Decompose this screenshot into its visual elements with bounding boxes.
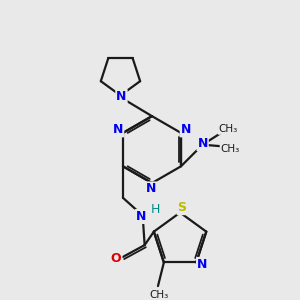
- Text: N: N: [113, 123, 123, 136]
- Text: N: N: [181, 123, 191, 136]
- Text: S: S: [178, 201, 187, 214]
- Text: N: N: [146, 182, 156, 196]
- Text: N: N: [197, 258, 207, 271]
- Text: CH₃: CH₃: [219, 124, 238, 134]
- Text: O: O: [111, 252, 122, 266]
- Text: CH₃: CH₃: [149, 290, 169, 300]
- Text: H: H: [151, 203, 160, 216]
- Text: N: N: [116, 90, 127, 103]
- Text: N: N: [197, 137, 208, 150]
- Text: N: N: [136, 210, 146, 223]
- Text: CH₃: CH₃: [220, 144, 240, 154]
